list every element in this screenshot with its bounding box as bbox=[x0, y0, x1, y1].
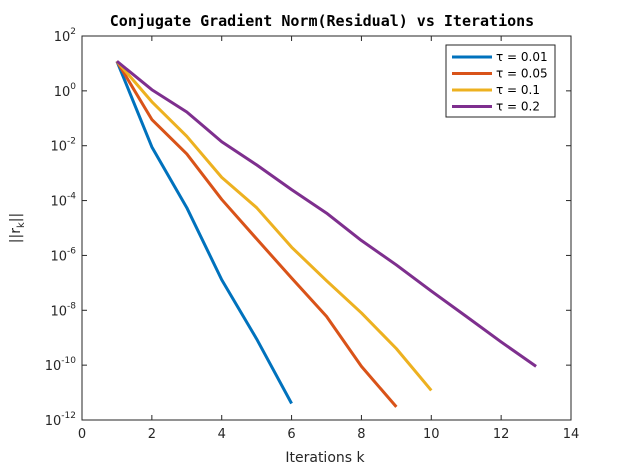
y-tick-base: 10 bbox=[50, 249, 67, 264]
y-label-part: ||r bbox=[8, 228, 24, 243]
y-axis-label-text: ||rk|| bbox=[8, 213, 27, 243]
y-tick-label: 10-4 bbox=[50, 192, 76, 210]
y-tick-exponent: -4 bbox=[67, 192, 76, 202]
y-tick-exponent: -6 bbox=[67, 246, 76, 256]
legend-entry-3: τ = 0.2 bbox=[496, 100, 540, 114]
series-line-2 bbox=[115, 60, 433, 392]
legend[interactable]: τ = 0.01 τ = 0.05 τ = 0.1 τ = 0.2 bbox=[445, 44, 556, 118]
legend-entry-1: τ = 0.05 bbox=[496, 67, 548, 81]
y-tick-label: 10-10 bbox=[45, 356, 77, 374]
y-tick-exponent: 0 bbox=[70, 82, 76, 92]
y-tick-label: 10-6 bbox=[50, 246, 76, 264]
x-tick-label: 14 bbox=[563, 427, 580, 442]
y-tick-label: 10-2 bbox=[50, 137, 76, 155]
y-tick-exponent: -10 bbox=[61, 356, 76, 366]
y-tick-exponent: -12 bbox=[61, 411, 76, 421]
chart-title: Conjugate Gradient Norm(Residual) vs Ite… bbox=[110, 12, 534, 30]
x-axis-label: Iterations k bbox=[285, 450, 365, 466]
x-tick-label: 0 bbox=[78, 427, 86, 442]
legend-entry-2: τ = 0.1 bbox=[496, 83, 540, 97]
y-tick-label: 100 bbox=[54, 82, 77, 100]
y-tick-exponent: -2 bbox=[67, 137, 76, 147]
y-tick-exponent: -8 bbox=[67, 301, 76, 311]
y-tick-label: 10-8 bbox=[50, 301, 76, 319]
y-tick-base: 10 bbox=[45, 359, 62, 374]
x-tick-label: 12 bbox=[493, 427, 510, 442]
y-tick-base: 10 bbox=[50, 304, 67, 319]
y-tick-base: 10 bbox=[50, 140, 67, 155]
x-tick-label: 4 bbox=[218, 427, 226, 442]
y-tick-base: 10 bbox=[54, 30, 71, 45]
y-tick-label: 10-12 bbox=[45, 411, 76, 429]
y-label-subscript: k bbox=[16, 222, 27, 228]
y-tick-base: 10 bbox=[50, 195, 67, 210]
y-tick-base: 10 bbox=[54, 85, 71, 100]
y-tick-label: 102 bbox=[54, 27, 76, 45]
x-tick-label: 6 bbox=[287, 427, 295, 442]
series-line-0 bbox=[115, 60, 293, 405]
y-axis-label: ||rk|| bbox=[8, 213, 27, 243]
y-label-part: || bbox=[8, 213, 24, 222]
y-tick-exponent: 2 bbox=[70, 27, 76, 37]
y-tick-base: 10 bbox=[45, 414, 62, 429]
x-tick-label: 2 bbox=[148, 427, 156, 442]
series-line-3 bbox=[115, 60, 537, 368]
x-tick-label: 8 bbox=[357, 427, 365, 442]
series-line-1 bbox=[115, 60, 398, 408]
legend-entry-0: τ = 0.01 bbox=[496, 50, 548, 64]
x-tick-label: 10 bbox=[423, 427, 440, 442]
